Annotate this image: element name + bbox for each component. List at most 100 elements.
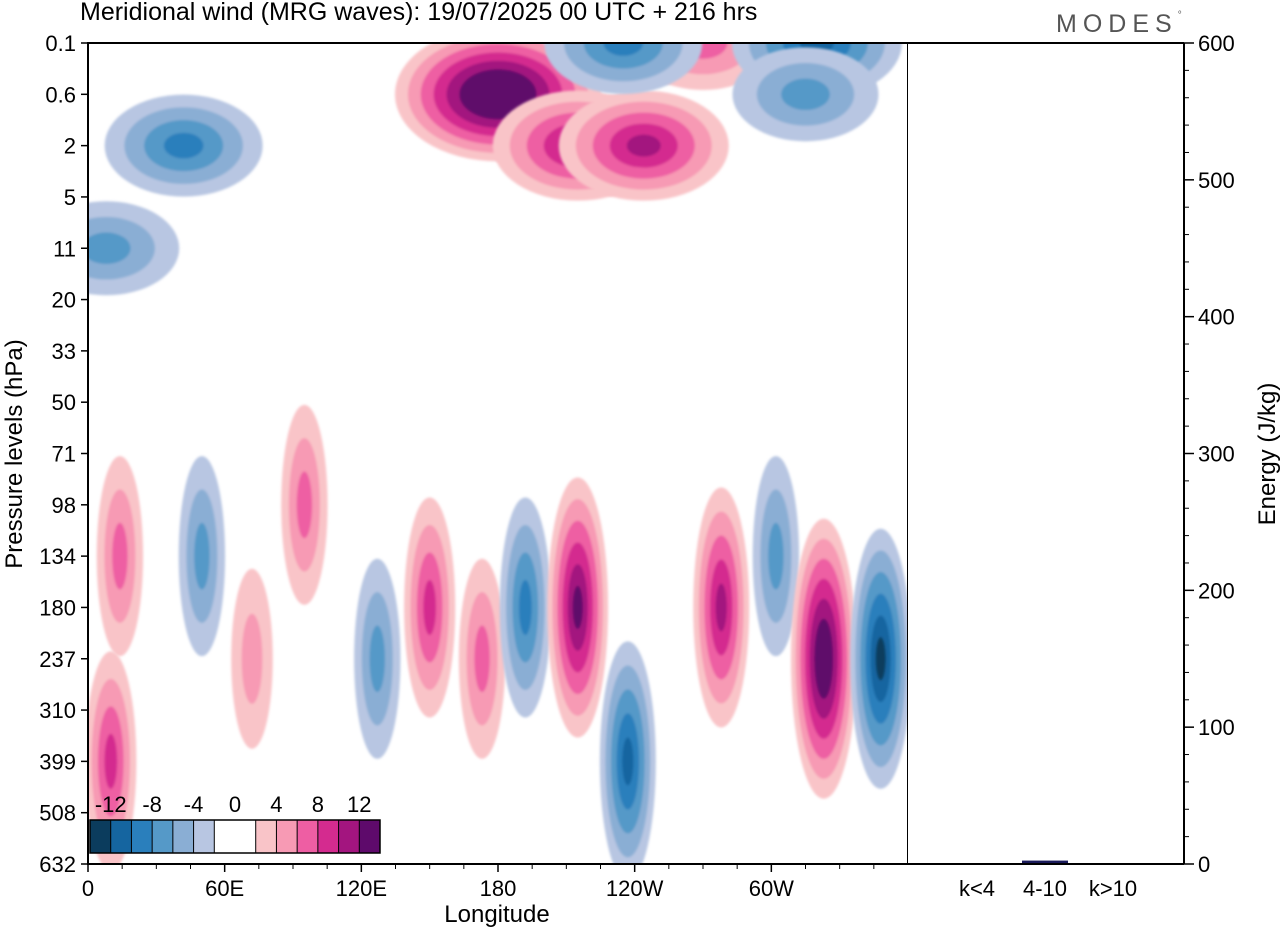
colorbar-label: -12 — [95, 792, 127, 817]
x-axis: 0 60E 120E 180 120W 60W — [82, 864, 875, 901]
contour-level — [474, 625, 490, 693]
colorbar-swatch — [131, 820, 153, 853]
colorbar-swatch — [359, 820, 381, 853]
colorbar-swatch — [90, 820, 112, 853]
y-axis: 0.1 0.6 2 5 11 20 33 50 71 98 134 180 237 310 399 508 63… — [39, 31, 88, 877]
energy-bar — [1022, 860, 1068, 864]
wind-feature-positive — [693, 487, 750, 728]
energy-category-label: k<4 — [959, 876, 995, 901]
energy-tick-label: 500 — [1198, 168, 1235, 193]
contour-level — [622, 737, 634, 786]
wind-feature-positive — [96, 456, 144, 657]
wind-feature-negative — [752, 456, 800, 657]
colorbar-swatch — [214, 820, 236, 853]
y-axis-label: Pressure levels (hPa) — [1, 339, 28, 568]
colorbar-swatch — [338, 820, 360, 853]
wind-feature-positive — [547, 477, 609, 738]
colorbar-label: -4 — [184, 792, 204, 817]
y-tick-label: 399 — [39, 749, 76, 774]
wind-feature-negative — [178, 456, 226, 657]
contour-level — [626, 134, 661, 157]
contour-level — [423, 579, 437, 635]
wind-feature-positive — [790, 518, 857, 799]
colorbar-swatch — [255, 820, 277, 853]
colorbar-swatch — [193, 820, 215, 853]
y-tick-label: 508 — [39, 801, 76, 826]
contour-field — [88, 43, 908, 864]
contour-level — [88, 232, 131, 264]
colorbar-swatch — [297, 820, 319, 853]
energy-category-label: k>10 — [1089, 876, 1137, 901]
colorbar-label: 8 — [312, 792, 324, 817]
energy-tick-label: 400 — [1198, 305, 1235, 330]
wind-feature-negative — [850, 528, 908, 789]
energy-panel-background — [908, 43, 1184, 864]
contour-level — [485, 85, 511, 103]
y-tick-label: 180 — [39, 595, 76, 620]
logo-text: MODES — [1056, 10, 1178, 38]
contour-level — [241, 613, 263, 704]
y-tick-label: 98 — [52, 493, 76, 518]
colorbar-swatch — [276, 820, 298, 853]
y-tick-label: 632 — [39, 852, 76, 877]
x-tick-label: 0 — [82, 876, 94, 901]
colorbar-label: 4 — [270, 792, 282, 817]
colorbar-swatch — [317, 820, 340, 853]
y-tick-label: 134 — [39, 544, 76, 569]
x-axis-label: Longitude — [444, 901, 549, 928]
contour-level — [572, 585, 583, 630]
y-tick-label: 0.1 — [45, 31, 76, 56]
energy-tick-label: 300 — [1198, 442, 1235, 467]
y-tick-label: 0.6 — [45, 82, 76, 107]
wind-feature-positive — [231, 568, 273, 749]
colorbar-swatch — [235, 820, 257, 853]
contour-level — [875, 637, 886, 681]
energy-tick-label: 100 — [1198, 715, 1235, 740]
contour-level — [518, 579, 532, 635]
colorbar-label: 12 — [347, 792, 371, 817]
logo-mark: ° — [1177, 10, 1182, 21]
wind-feature-positive — [458, 558, 506, 759]
colorbar-label: -8 — [142, 792, 162, 817]
modes-logo: MODES° — [1056, 10, 1182, 39]
wind-feature-negative — [104, 94, 263, 197]
colorbar-label: 0 — [229, 792, 241, 817]
wind-feature-positive — [88, 651, 137, 864]
y-tick-label: 310 — [39, 698, 76, 723]
x-tick-label: 60E — [205, 876, 244, 901]
x-tick-label: 120E — [336, 876, 387, 901]
energy-tick-label: 200 — [1198, 578, 1235, 603]
y-tick-label: 237 — [39, 647, 76, 672]
contour-level — [369, 625, 385, 693]
energy-category-label: 4-10 — [1023, 876, 1067, 901]
colorbar: -12 -8 -4 0 4 8 12 — [89, 792, 381, 854]
contour-level — [112, 522, 128, 590]
contour-level — [781, 78, 830, 111]
wind-feature-negative — [732, 47, 879, 142]
energy-bar-chart: 0 100 200 300 400 500 600 k<4 4-10 k>10 — [954, 31, 1235, 901]
x-tick-label: 60W — [749, 876, 794, 901]
contour-level — [296, 471, 313, 539]
colorbar-swatch — [172, 820, 195, 853]
contour-level — [603, 43, 644, 56]
y-tick-label: 20 — [52, 288, 76, 313]
colorbar-swatch — [110, 820, 132, 853]
energy-tick-label: 0 — [1198, 852, 1210, 877]
wind-feature-negative — [544, 43, 703, 94]
chart-title: Meridional wind (MRG waves): 19/07/2025 … — [80, 0, 758, 26]
wind-feature-negative — [354, 558, 401, 759]
energy-tick-label: 600 — [1198, 31, 1235, 56]
x-tick-label: 120W — [606, 876, 664, 901]
wind-feature-positive — [558, 90, 729, 201]
y-tick-label: 50 — [52, 390, 76, 415]
contour-level — [768, 522, 784, 590]
y-tick-label: 33 — [52, 339, 76, 364]
wind-feature-positive — [281, 404, 328, 605]
contour-level — [194, 522, 210, 590]
contour-level — [715, 583, 727, 632]
energy-axis-label: Energy (J/kg) — [1254, 383, 1280, 526]
wind-feature-negative — [499, 497, 551, 718]
contour-level — [163, 132, 204, 159]
y-tick-label: 11 — [53, 236, 76, 261]
